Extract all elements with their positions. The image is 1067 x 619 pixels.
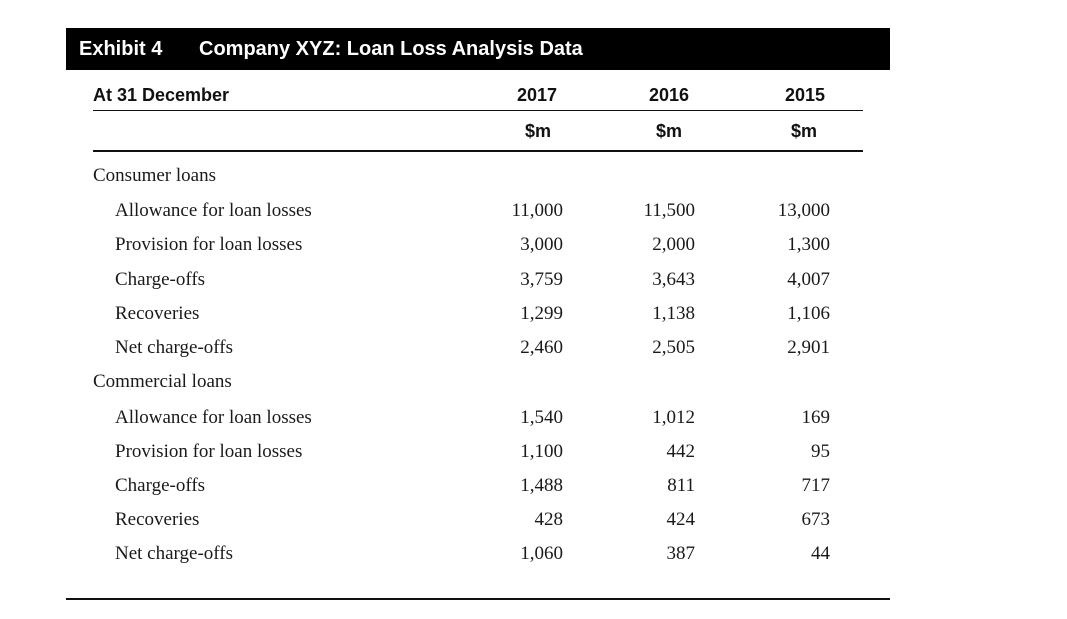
table-bottom-rule (66, 598, 890, 600)
value-2017: 2,460 (520, 337, 563, 358)
table-row: Net charge-offs 1,060 387 44 (0, 540, 1067, 568)
value-2015: 1,300 (787, 234, 830, 255)
year-header-2015: 2015 (784, 85, 825, 105)
row-label: Recoveries (115, 303, 200, 324)
value-2017: 1,540 (520, 407, 563, 428)
value-2016: 424 (666, 509, 696, 530)
table-row: Recoveries 428 424 673 (0, 506, 1067, 534)
value-2016: 2,000 (652, 234, 695, 255)
row-label: Provision for loan losses (115, 234, 303, 255)
row-label: Provision for loan losses (115, 441, 303, 462)
value-2017: 1,100 (520, 441, 563, 462)
unit-header-2017: $m (524, 121, 551, 141)
section-heading-consumer-loans: Consumer loans (0, 162, 1067, 190)
value-2015: 4,007 (787, 269, 830, 290)
value-2016: 2,505 (652, 337, 695, 358)
unit-header-2016: $m (655, 121, 682, 141)
value-2015: 717 (801, 475, 831, 496)
row-label: Charge-offs (115, 475, 206, 496)
year-header-2017: 2017 (516, 85, 557, 105)
row-label: Charge-offs (115, 269, 206, 290)
table-row: Provision for loan losses 1,100 442 95 (0, 438, 1067, 466)
value-2017: 11,000 (511, 200, 563, 221)
table-row: Charge-offs 1,488 811 717 (0, 472, 1067, 500)
exhibit-title: Company XYZ: Loan Loss Analysis Data (199, 38, 583, 60)
value-2015: 95 (811, 441, 830, 462)
section-label: Consumer loans (93, 165, 216, 186)
value-2015: 13,000 (777, 200, 830, 221)
value-2015: 2,901 (787, 337, 830, 358)
value-2017: 1,299 (520, 303, 563, 324)
section-heading-commercial-loans: Commercial loans (0, 368, 1067, 396)
value-2017: 428 (534, 509, 564, 530)
value-2016: 1,138 (652, 303, 695, 324)
year-header-2016: 2016 (648, 85, 689, 105)
unit-header-2015: $m (790, 121, 817, 141)
header-divider (93, 110, 863, 111)
section-label: Commercial loans (93, 371, 232, 392)
exhibit-title-bar: Exhibit 4 Company XYZ: Loan Loss Analysi… (66, 28, 890, 70)
value-2016: 811 (667, 475, 695, 496)
value-2015: 1,106 (787, 303, 830, 324)
row-label: Net charge-offs (115, 543, 233, 564)
value-2015: 673 (801, 509, 831, 530)
table-row: Allowance for loan losses 1,540 1,012 16… (0, 404, 1067, 432)
value-2016: 3,643 (652, 269, 695, 290)
value-2016: 11,500 (643, 200, 695, 221)
value-2015: 169 (801, 407, 831, 428)
value-2015: 44 (811, 543, 830, 564)
row-label: Allowance for loan losses (115, 407, 312, 428)
table-header-rule (93, 150, 863, 152)
value-2016: 1,012 (652, 407, 695, 428)
date-column-header: At 31 December (93, 85, 230, 105)
table-row: Provision for loan losses 3,000 2,000 1,… (0, 231, 1067, 259)
value-2017: 3,000 (520, 234, 563, 255)
exhibit-number: Exhibit 4 (79, 38, 163, 60)
table-row: Net charge-offs 2,460 2,505 2,901 (0, 334, 1067, 362)
table-row: Charge-offs 3,759 3,643 4,007 (0, 266, 1067, 294)
table-row: Allowance for loan losses 11,000 11,500 … (0, 197, 1067, 225)
value-2016: 387 (666, 543, 696, 564)
value-2017: 3,759 (520, 269, 563, 290)
value-2017: 1,060 (520, 543, 563, 564)
row-label: Recoveries (115, 509, 200, 530)
row-label: Net charge-offs (115, 337, 233, 358)
value-2016: 442 (666, 441, 696, 462)
row-label: Allowance for loan losses (115, 200, 312, 221)
table-row: Recoveries 1,299 1,138 1,106 (0, 300, 1067, 328)
value-2017: 1,488 (520, 475, 563, 496)
